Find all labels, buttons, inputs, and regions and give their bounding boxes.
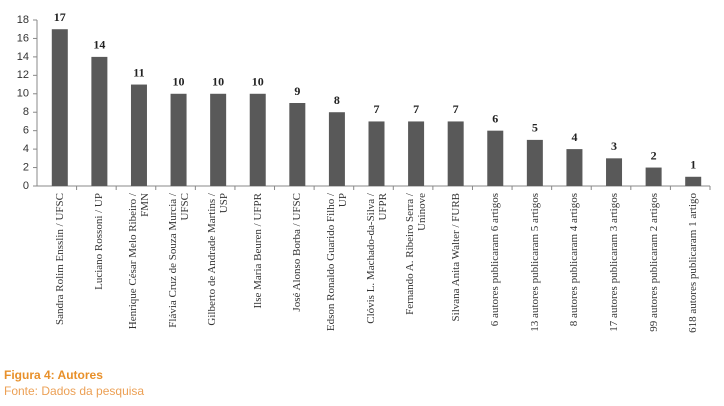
bar	[606, 158, 623, 186]
value-label: 11	[133, 65, 144, 79]
x-tick-label: José Alonso Borba / UFSC	[291, 193, 304, 312]
x-tick-label: Luciano Rossoni / UP	[93, 193, 106, 290]
bar	[289, 103, 306, 186]
bar	[408, 121, 425, 186]
value-label: 17	[54, 10, 66, 24]
x-tick-label: 8 autores publicaram 4 artigos	[568, 193, 581, 327]
bar	[566, 149, 583, 186]
value-label: 5	[532, 121, 538, 135]
y-tick-label: 8	[23, 106, 29, 118]
value-label: 2	[651, 148, 657, 162]
x-tick-label: Flávia Cruz de Souza Murcia / UFSC	[166, 193, 191, 328]
bar	[685, 176, 702, 186]
x-tick-label: 618 autores publicaram 1 artigo	[687, 193, 700, 333]
value-label: 6	[492, 111, 498, 125]
value-label: 9	[294, 84, 300, 98]
bar	[328, 112, 345, 186]
bar	[526, 139, 543, 186]
x-tick-label: Silvana Anita Walter / FURB	[449, 193, 462, 322]
y-tick-label: 12	[17, 69, 29, 81]
bar	[210, 93, 227, 186]
bar	[487, 130, 504, 186]
value-label: 7	[374, 102, 380, 116]
value-label: 14	[93, 38, 105, 52]
bar	[368, 121, 385, 186]
value-label: 7	[413, 102, 419, 116]
value-label: 4	[571, 130, 577, 144]
x-tick-label: Henrique César Melo Ribeiro / FMN	[126, 193, 151, 330]
bar	[447, 121, 464, 186]
x-tick-label: Edson Ronaldo Guarido Filho / UP	[324, 193, 349, 332]
y-tick-label: 4	[23, 143, 29, 155]
value-label: 7	[453, 102, 459, 116]
caption: Figura 4: Autores	[4, 368, 103, 382]
value-label: 1	[690, 158, 696, 172]
x-tick-label: Clóvis L. Machado-da-Silva / UFPR	[364, 193, 389, 324]
bar	[170, 93, 187, 186]
value-label: 8	[334, 93, 340, 107]
x-tick-label: Fernando A. Ribeiro Serra / Uninove	[404, 193, 429, 315]
x-tick-label: Sandra Rolim Ensslin / UFSC	[53, 193, 66, 326]
y-tick-label: 2	[23, 161, 29, 173]
y-tick-label: 10	[17, 88, 29, 100]
x-tick-label: 13 autores publicaram 5 artigos	[528, 193, 541, 332]
bar	[645, 167, 662, 186]
x-tick-label: 6 autores publicaram 6 artigos	[489, 193, 502, 327]
value-label: 10	[173, 75, 185, 89]
x-tick-label: 99 autores publicaram 2 artigos	[647, 193, 660, 332]
y-tick-label: 14	[17, 51, 29, 63]
x-tick-label: 17 autores publicaram 3 artigos	[608, 193, 621, 332]
bar	[51, 29, 68, 186]
x-tick-label: Ilse Maria Beuren / UFPR	[251, 193, 264, 309]
bar	[249, 93, 266, 186]
value-label: 10	[212, 75, 224, 89]
source: Fonte: Dados da pesquisa	[4, 384, 145, 398]
value-label: 3	[611, 139, 617, 153]
y-tick-label: 6	[23, 125, 29, 137]
bar	[130, 84, 147, 186]
x-tick-label: Gilberto de Andrade Martins / USP	[206, 193, 231, 326]
y-tick-label: 16	[17, 32, 29, 44]
y-tick-label: 0	[23, 180, 29, 192]
y-tick-label: 18	[17, 14, 29, 26]
bar	[91, 56, 108, 187]
value-label: 10	[252, 75, 264, 89]
